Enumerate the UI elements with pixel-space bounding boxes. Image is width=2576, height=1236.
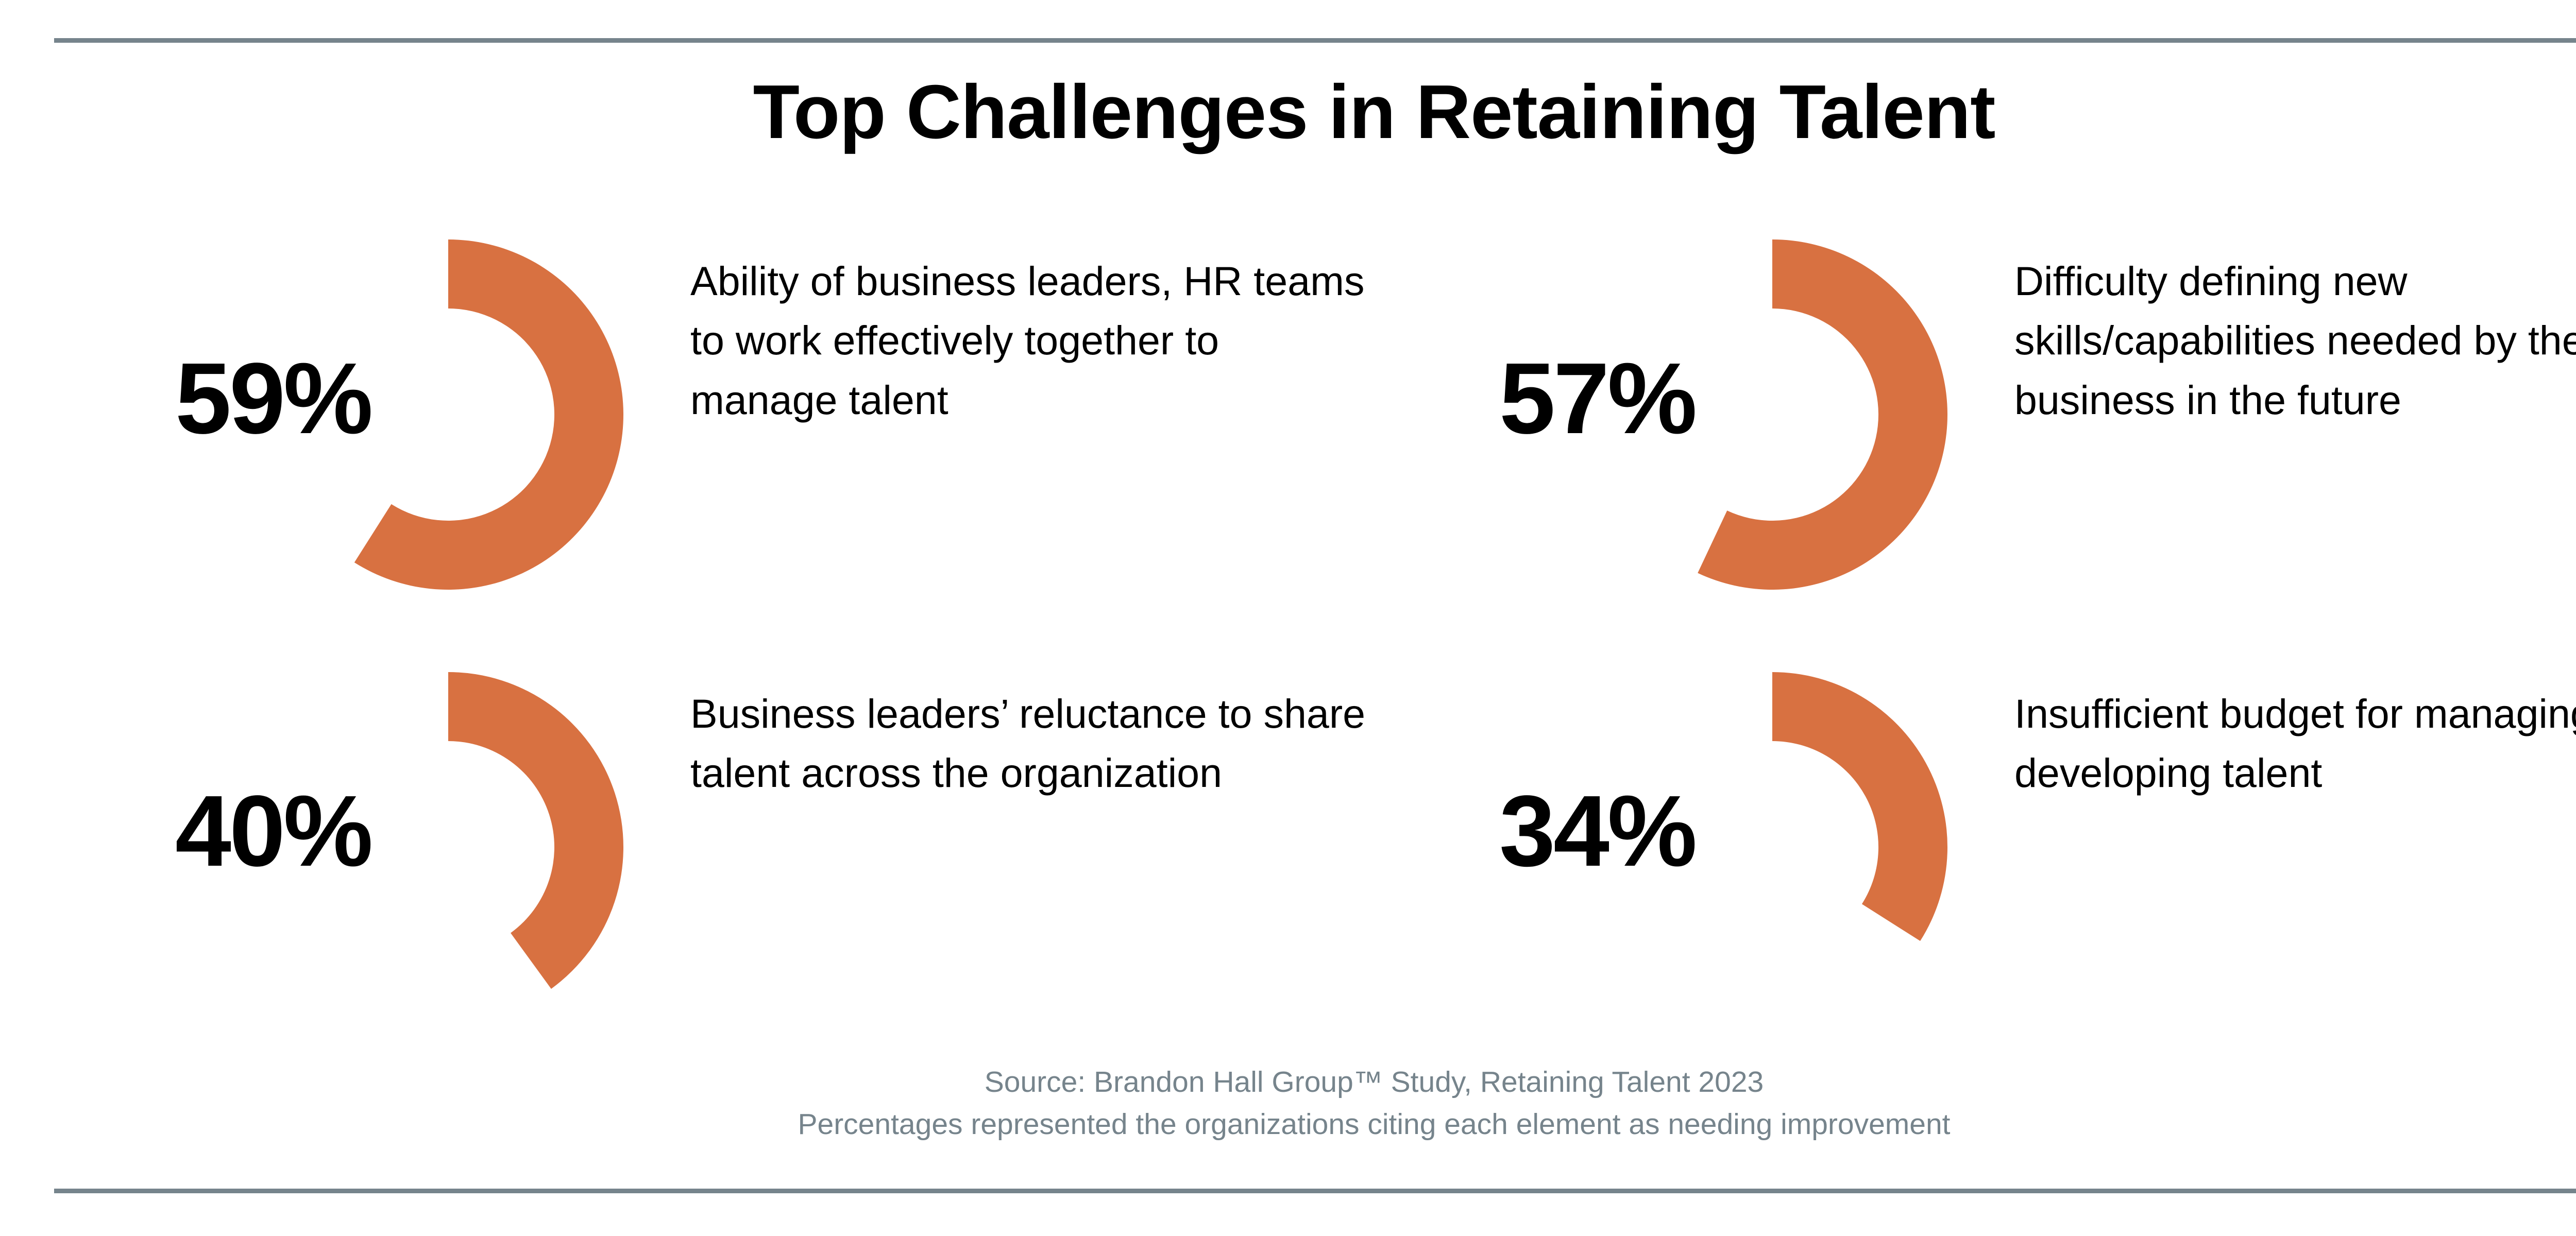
stat-description: Business leaders’ reluctance to share ta… bbox=[690, 691, 1366, 796]
donut-value-label: 59% bbox=[175, 342, 373, 455]
donut-arc-svg-3 bbox=[1772, 672, 1947, 941]
stats-grid: 59% Ability of business leaders, HR team… bbox=[0, 227, 2576, 1030]
donut-arc-svg-2 bbox=[448, 672, 623, 989]
donut-value-label: 40% bbox=[175, 775, 373, 887]
stat-card: 59% Ability of business leaders, HR team… bbox=[170, 227, 1422, 618]
donut-chart-2: 40% bbox=[170, 659, 685, 1051]
donut-chart-1: 57% bbox=[1494, 227, 2009, 618]
stat-card: 34% Insufficient budget for managing and… bbox=[1494, 659, 2576, 1051]
source-line-2: Percentages represented the organization… bbox=[798, 1108, 1951, 1141]
bottom-divider-rule bbox=[54, 1189, 2576, 1193]
donut-arc-svg-0 bbox=[354, 239, 623, 590]
stat-description: Insufficient budget for managing and dev… bbox=[2014, 691, 2576, 796]
source-note: Source: Brandon Hall Group™ Study, Retai… bbox=[0, 1061, 2576, 1145]
top-divider-rule bbox=[54, 38, 2576, 43]
stat-card: 40% Business leaders’ reluctance to shar… bbox=[170, 659, 1422, 1051]
source-line-1: Source: Brandon Hall Group™ Study, Retai… bbox=[984, 1066, 1764, 1098]
donut-value-label: 57% bbox=[1499, 342, 1697, 455]
stat-description: Ability of business leaders, HR teams to… bbox=[690, 258, 1365, 423]
donut-value-label: 34% bbox=[1499, 775, 1697, 887]
page-title: Top Challenges in Retaining Talent bbox=[753, 70, 1996, 154]
donut-arc-svg-1 bbox=[1698, 239, 1947, 590]
stat-description: Difficulty defining new skills/capabilit… bbox=[2014, 258, 2576, 423]
donut-chart-0: 59% bbox=[170, 227, 685, 618]
stat-card: 57% Difficulty defining new skills/capab… bbox=[1494, 227, 2576, 618]
donut-chart-3: 34% bbox=[1494, 659, 2009, 1051]
